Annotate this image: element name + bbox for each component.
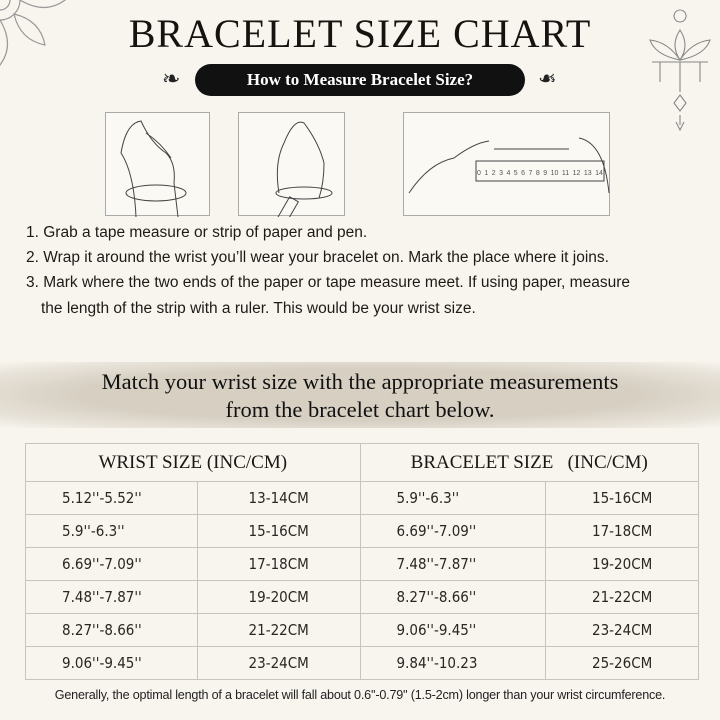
wrist-inch: 5.9''-6.3''	[25, 514, 198, 548]
step-3-continued: the length of the strip with a ruler. Th…	[41, 300, 476, 317]
size-chart-table: WRIST SIZE (INC/CM) BRACELET SIZE (INC/C…	[25, 443, 699, 680]
match-line-1: Match your wrist size with the appropria…	[101, 369, 619, 394]
bracelet-cm: 19-20CM	[545, 547, 699, 581]
bracelet-size-header: BRACELET SIZE (INC/CM)	[359, 443, 699, 482]
mandala-corner-icon	[0, 0, 67, 67]
step-1: 1. Grab a tape measure or strip of paper…	[26, 224, 368, 241]
bracelet-cm: 17-18CM	[545, 514, 699, 548]
bracelet-inch: 9.06''-9.45''	[359, 613, 547, 647]
wrist-cm: 21-22CM	[196, 613, 361, 647]
wrist-inch: 8.27''-8.66''	[25, 613, 198, 647]
lotus-ornament-icon	[649, 9, 711, 132]
wrist-cm: 15-16CM	[196, 514, 361, 548]
bracelet-inch: 7.48''-7.87''	[359, 547, 547, 581]
match-line-2: from the bracelet chart below.	[225, 397, 495, 422]
bracelet-cm: 23-24CM	[545, 613, 699, 647]
wrist-inch: 7.48''-7.87''	[25, 580, 198, 614]
bracelet-cm: 25-26CM	[545, 646, 699, 680]
table-row: 6.69''-7.09'' 17-18CM 7.48''-7.87'' 19-20CM	[25, 547, 699, 581]
bracelet-inch: 8.27''-8.66''	[359, 580, 547, 614]
table-row: 8.27''-8.66'' 21-22CM 9.06''-9.45'' 23-24CM	[25, 613, 699, 647]
flourish-right-icon: ❧	[538, 66, 557, 91]
wrist-wrap-illustration	[105, 112, 210, 217]
ruler-scale: 0 1 2 3 4 5 6 7 8 9 10 11 12 13 14	[477, 170, 603, 177]
ruler-measure-illustration: 0 1 2 3 4 5 6 7 8 9 10 11 12 13 14	[403, 112, 610, 216]
mark-strip-illustration	[238, 112, 345, 217]
wrist-size-header: WRIST SIZE (INC/CM)	[25, 443, 361, 482]
table-row: 5.12''-5.52'' 13-14CM 5.9''-6.3'' 15-16CM	[25, 481, 699, 515]
wrist-cm: 19-20CM	[196, 580, 361, 614]
step-2: 2. Wrap it around the wrist you’ll wear …	[26, 249, 609, 266]
step-3: 3. Mark where the two ends of the paper …	[26, 274, 630, 291]
table-row: 9.06''-9.45'' 23-24CM 9.84''-10.23 25-26CM	[25, 646, 699, 680]
bracelet-cm: 15-16CM	[545, 481, 699, 515]
bracelet-cm: 21-22CM	[545, 580, 699, 614]
page-title: BRACELET SIZE CHART	[128, 11, 592, 56]
match-instruction-banner: Match your wrist size with the appropria…	[0, 362, 720, 428]
wrist-inch: 9.06''-9.45''	[25, 646, 198, 680]
wrist-inch: 5.12''-5.52''	[25, 481, 198, 515]
bracelet-inch: 6.69''-7.09''	[359, 514, 547, 548]
table-header-row: WRIST SIZE (INC/CM) BRACELET SIZE (INC/C…	[25, 443, 699, 482]
wrist-cm: 13-14CM	[196, 481, 361, 515]
table-row: 7.48''-7.87'' 19-20CM 8.27''-8.66'' 21-22CM	[25, 580, 699, 614]
flourish-left-icon: ❧	[162, 66, 181, 91]
wrist-cm: 23-24CM	[196, 646, 361, 680]
wrist-inch: 6.69''-7.09''	[25, 547, 198, 581]
how-to-measure-heading: How to Measure Bracelet Size?	[195, 64, 525, 96]
wrist-cm: 17-18CM	[196, 547, 361, 581]
bracelet-inch: 5.9''-6.3''	[359, 481, 547, 515]
table-row: 5.9''-6.3'' 15-16CM 6.69''-7.09'' 17-18CM	[25, 514, 699, 548]
footnote: Generally, the optimal length of a brace…	[54, 688, 666, 702]
bracelet-inch: 9.84''-10.23	[359, 646, 547, 680]
